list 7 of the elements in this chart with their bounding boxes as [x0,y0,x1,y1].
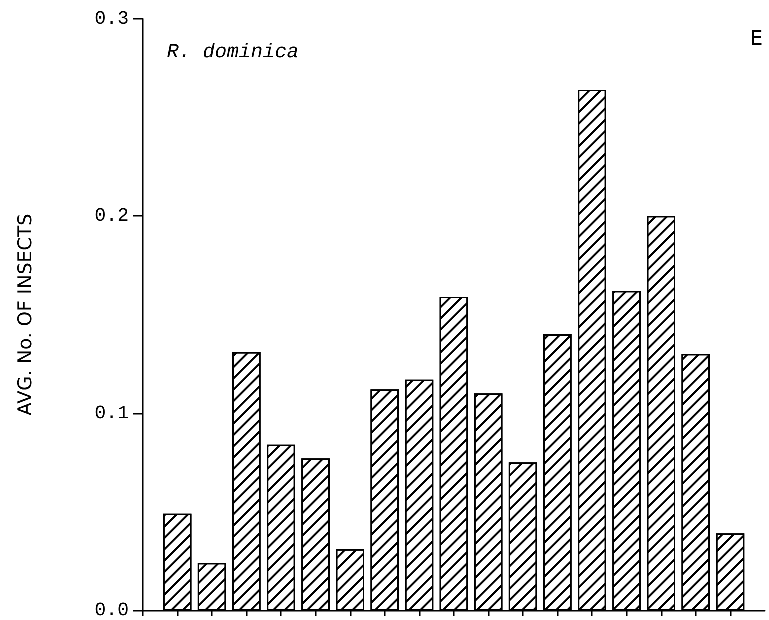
text: R. dominica [167,42,300,64]
y-tick-label: 0.3 [94,8,129,30]
y-tick-label: 0.1 [94,402,129,424]
y-tick-label: 0.0 [94,600,129,620]
y-axis-title: AVG. No. OF INSECTS [14,214,36,416]
annotation: E [750,26,764,50]
y-tick-label: 0.2 [94,205,129,228]
